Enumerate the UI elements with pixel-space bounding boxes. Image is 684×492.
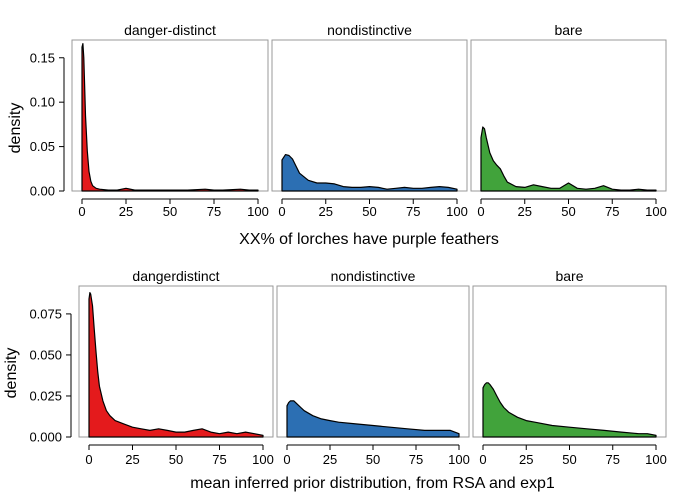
- x-tick-label: 50: [362, 204, 376, 219]
- panel-title: dangerdistinct: [132, 268, 219, 284]
- x-tick-label: 0: [283, 452, 290, 467]
- x-tick-label: 100: [252, 452, 274, 467]
- panel-nondistinctive: nondistinctive 0 25 50 75 100: [276, 268, 470, 467]
- x-tick-label: 100: [247, 204, 269, 219]
- x-axis-title: mean inferred prior distribution, from R…: [190, 475, 555, 492]
- x-tick-label: 50: [562, 452, 576, 467]
- y-tick-label: 0.00: [30, 184, 55, 199]
- y-tick-label: 0.075: [29, 306, 62, 321]
- x-tick-label: 25: [519, 452, 533, 467]
- density-area-bare: [480, 126, 657, 192]
- x-tick-label: 75: [406, 204, 420, 219]
- x-tick-label: 0: [477, 204, 484, 219]
- x-tick-label: 25: [125, 452, 139, 467]
- x-tick-label: 50: [163, 204, 177, 219]
- y-axis-title: density: [3, 348, 20, 399]
- x-tick-label: 25: [319, 204, 333, 219]
- x-tick-label: 0: [479, 452, 486, 467]
- density-area-bare: [482, 382, 657, 438]
- y-tick-label: 0.10: [30, 95, 55, 110]
- x-tick-label: 100: [448, 452, 470, 467]
- x-tick-label: 75: [207, 204, 221, 219]
- y-tick-label: 0.025: [29, 388, 62, 403]
- panel-title: danger-distinct: [124, 22, 216, 38]
- x-tick-label: 100: [645, 204, 667, 219]
- density-area-dangerdistinct: [88, 292, 264, 438]
- density-area-danger-distinct: [81, 43, 259, 192]
- x-tick-label: 25: [518, 204, 532, 219]
- panel-title: nondistinctive: [327, 22, 412, 38]
- y-tick-label: 0.000: [29, 430, 62, 445]
- panel-frame: [71, 39, 269, 192]
- x-tick-label: 100: [446, 204, 468, 219]
- panel-bare: bare 0 25 50 75 100: [472, 268, 667, 467]
- y-axis-title: density: [7, 103, 24, 154]
- x-tick-label: 75: [212, 452, 226, 467]
- x-axis-title: XX% of lorches have purple feathers: [239, 231, 499, 248]
- x-tick-label: 50: [366, 452, 380, 467]
- y-tick-label: 0.050: [29, 347, 62, 362]
- x-tick-label: 0: [278, 204, 285, 219]
- y-tick-label: 0.05: [30, 139, 55, 154]
- panel-title: nondistinctive: [331, 268, 416, 284]
- x-tick-label: 100: [645, 452, 667, 467]
- x-tick-label: 75: [605, 204, 619, 219]
- top-chart-row: danger-distinct 0 25 50 75 100 0.00 0.05 0.10 0.1…: [7, 22, 667, 248]
- x-tick-label: 25: [119, 204, 133, 219]
- x-tick-label: 50: [561, 204, 575, 219]
- x-tick-label: 75: [606, 452, 620, 467]
- x-tick-label: 50: [169, 452, 183, 467]
- panel-nondistinctive: nondistinctive 0 25 50 75 100: [271, 22, 468, 219]
- x-tick-label: 0: [78, 204, 85, 219]
- x-tick-label: 0: [85, 452, 92, 467]
- panel-title: bare: [555, 268, 583, 284]
- x-tick-label: 25: [323, 452, 337, 467]
- panel-title: bare: [554, 22, 582, 38]
- density-area-nondistinctive: [286, 400, 460, 438]
- panel-frame: [271, 39, 468, 192]
- panel-bare: bare 0 25 50 75 100: [470, 22, 667, 219]
- bottom-chart-row: dangerdistinct 0 25 50 75 100 0.000 0.025 0.050 0…: [3, 268, 667, 492]
- density-area-nondistinctive: [281, 154, 458, 192]
- y-tick-label: 0.15: [30, 50, 55, 65]
- x-tick-label: 75: [409, 452, 423, 467]
- panel-danger-distinct: danger-distinct 0 25 50 75 100 0.00 0.05 0.10 0.1…: [30, 22, 269, 219]
- panel-dangerdistinct: dangerdistinct 0 25 50 75 100 0.000 0.025 0.050 0…: [29, 268, 273, 467]
